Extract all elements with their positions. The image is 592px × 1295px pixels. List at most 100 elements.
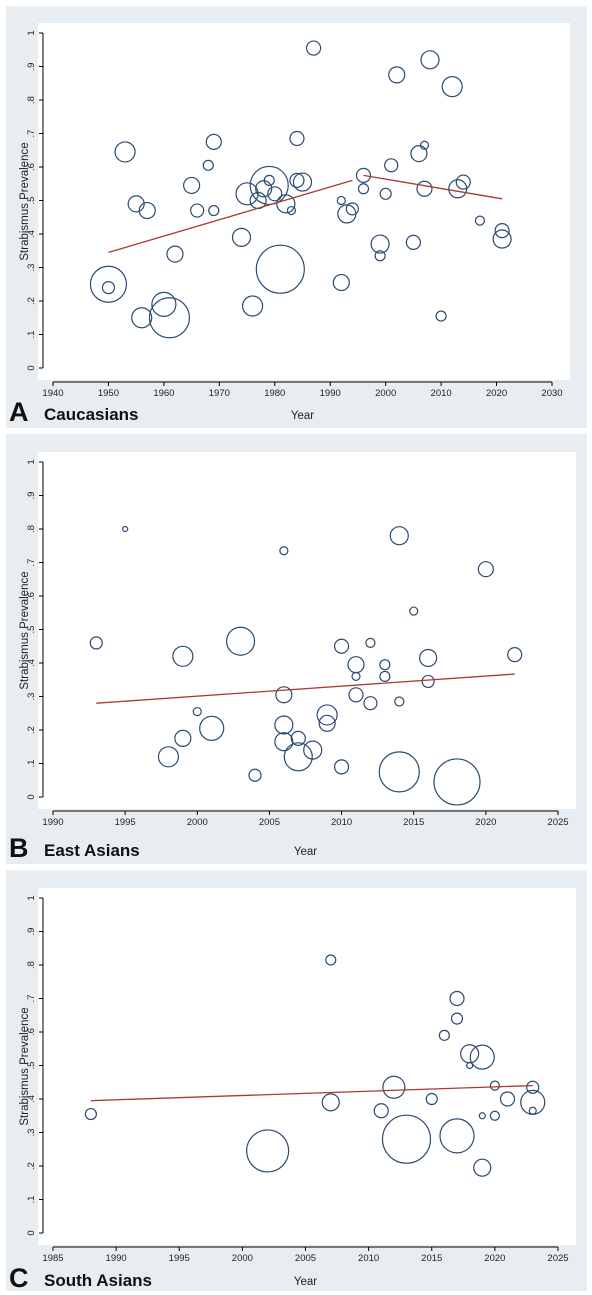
y-tick-label: 0 (26, 794, 37, 799)
x-tick-label: 1970 (209, 388, 230, 399)
x-tick-label: 2015 (403, 817, 424, 828)
x-tick-label: 1950 (98, 388, 119, 399)
data-point (248, 768, 262, 782)
data-point (381, 1114, 432, 1164)
data-point (469, 1044, 495, 1070)
panel-group-title: Caucasians (44, 405, 139, 424)
data-point (89, 265, 128, 303)
data-point (419, 648, 438, 668)
data-point (374, 250, 386, 262)
y-tick-label: 1 (26, 895, 37, 900)
y-tick-label: .6 (26, 592, 37, 600)
x-tick-label: 1990 (106, 1253, 127, 1264)
x-tick-label: 2000 (375, 388, 396, 399)
data-point (246, 1129, 290, 1173)
x-tick-label: 1990 (320, 388, 341, 399)
y-tick-label: .8 (26, 96, 37, 104)
data-point (263, 174, 275, 186)
data-point (305, 40, 322, 56)
data-point (477, 561, 494, 578)
y-tick-label: .7 (26, 995, 37, 1003)
data-point (267, 186, 283, 202)
y-tick-label: 0 (26, 365, 37, 370)
data-point (355, 167, 372, 183)
data-point (382, 1075, 406, 1099)
data-point (151, 291, 177, 317)
data-point (492, 229, 512, 249)
data-point (410, 145, 428, 163)
x-tick-label: 2005 (259, 817, 280, 828)
x-tick-label: 2020 (484, 1253, 505, 1264)
y-tick-label: .3 (26, 693, 37, 701)
data-point (394, 696, 405, 707)
y-tick-label: .5 (26, 626, 37, 634)
data-point (420, 50, 440, 70)
regression-line (90, 1084, 533, 1102)
data-point (89, 636, 103, 650)
y-tick-label: .2 (26, 726, 37, 734)
panel-letter: A (9, 397, 29, 427)
data-point (348, 687, 364, 703)
x-axis-title: Year (294, 1276, 317, 1288)
data-point (292, 172, 313, 192)
data-point (131, 307, 153, 329)
data-point (290, 730, 306, 746)
data-point (174, 729, 192, 747)
data-point (276, 194, 296, 214)
y-tick-label: .3 (26, 264, 37, 272)
data-point (183, 176, 201, 195)
data-point (389, 526, 409, 546)
y-tick-label: .9 (26, 928, 37, 936)
data-point (489, 1110, 500, 1121)
data-point (378, 751, 420, 793)
data-point (435, 310, 447, 322)
data-point (499, 1091, 516, 1107)
y-tick-label: .8 (26, 525, 37, 533)
x-axis-title: Year (291, 410, 314, 422)
data-point (166, 245, 184, 263)
x-tick-label: 2000 (187, 817, 208, 828)
x-tick-label: 1990 (42, 817, 63, 828)
y-tick-label: .4 (26, 230, 37, 238)
data-point (172, 645, 194, 667)
x-tick-label: 2025 (547, 817, 568, 828)
y-tick-label: .2 (26, 297, 37, 305)
data-point (122, 525, 129, 533)
x-tick-label: 2010 (431, 388, 452, 399)
x-tick-label: 2030 (541, 388, 562, 399)
data-point (405, 234, 421, 250)
data-point (455, 174, 471, 190)
data-point (351, 671, 361, 682)
x-axis-title: Year (294, 846, 317, 858)
y-tick-label: .4 (26, 659, 37, 667)
data-point (138, 201, 156, 220)
data-point (489, 1080, 500, 1091)
x-tick-label: 1985 (42, 1253, 63, 1264)
panel-letter: B (9, 833, 29, 863)
y-tick-label: .2 (26, 1162, 37, 1170)
data-point (274, 715, 294, 735)
data-point (450, 1012, 464, 1025)
data-point (84, 1107, 97, 1121)
data-point (325, 954, 337, 966)
y-tick-label: 1 (26, 459, 37, 464)
data-point (202, 159, 214, 171)
data-point (425, 1092, 438, 1106)
data-point (528, 1106, 537, 1115)
data-point (286, 205, 297, 216)
data-point (363, 696, 378, 711)
y-tick-label: 1 (26, 30, 37, 35)
y-tick-label: .9 (26, 63, 37, 71)
x-tick-label: 2000 (232, 1253, 253, 1264)
data-point (333, 638, 350, 654)
y-tick-label: .6 (26, 163, 37, 171)
data-point (379, 670, 391, 683)
data-point (379, 659, 391, 671)
x-tick-label: 2025 (547, 1253, 568, 1264)
data-point (208, 204, 220, 217)
data-point (190, 203, 205, 218)
data-point (449, 990, 465, 1007)
regression-line (363, 174, 503, 200)
data-point (157, 746, 180, 768)
